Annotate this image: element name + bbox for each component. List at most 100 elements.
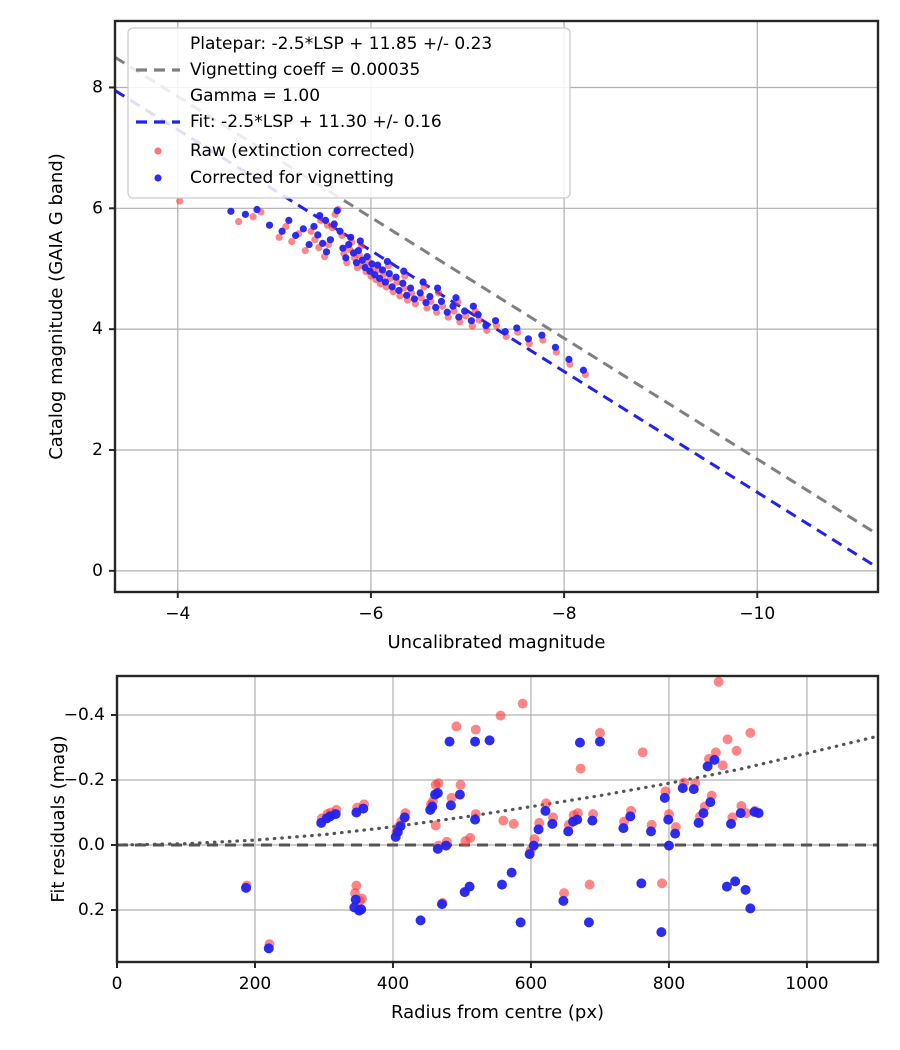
data-point: [731, 745, 742, 756]
data-point: [482, 321, 490, 330]
data-point: [354, 247, 362, 255]
data-point: [461, 307, 469, 315]
data-point: [423, 304, 431, 312]
data-point: [467, 317, 475, 325]
data-point: [475, 316, 483, 324]
data-point: [319, 239, 327, 247]
data-point: [587, 815, 598, 826]
data-point: [753, 808, 764, 819]
data-point: [491, 317, 500, 325]
xtick-label: −6: [358, 604, 383, 624]
data-point: [579, 366, 588, 374]
data-point: [241, 210, 249, 218]
data-point: [336, 227, 344, 235]
data-point: [636, 878, 647, 889]
data-point: [528, 840, 539, 851]
data-point: [713, 676, 724, 687]
data-point: [454, 789, 465, 800]
data-point: [558, 895, 569, 906]
legend-entry[interactable]: Vignetting coeff = 0.00035: [136, 60, 420, 80]
data-point: [445, 800, 456, 811]
data-point: [559, 888, 570, 899]
data-point: [455, 313, 463, 321]
legend-label: Raw (extinction corrected): [190, 141, 415, 161]
ytick-label: 0.0: [78, 835, 105, 855]
data-point: [176, 197, 184, 205]
data-point: [441, 840, 452, 851]
data-point: [677, 783, 688, 794]
plot-line-vignetting-curve: [117, 734, 878, 847]
data-point: [282, 222, 290, 231]
ytick-label: 2: [92, 440, 103, 460]
data-point: [358, 803, 369, 814]
data-point: [339, 244, 347, 252]
xtick-label: 800: [653, 974, 685, 994]
data-point: [432, 788, 443, 798]
data-point: [301, 247, 309, 255]
legend-label: Vignetting coeff = 0.00035: [190, 60, 420, 80]
data-point: [625, 811, 636, 822]
axes-frame: [113, 19, 880, 594]
legend-label: Fit: -2.5*LSP + 11.30 +/- 0.16: [190, 112, 442, 132]
panel-content: [117, 676, 878, 954]
legend-entry[interactable]: Fit: -2.5*LSP + 11.30 +/- 0.16: [136, 112, 442, 132]
legend-entry[interactable]: Platepar: -2.5*LSP + 11.85 +/- 0.23: [190, 34, 492, 54]
data-point: [241, 882, 252, 893]
data-point: [350, 894, 361, 905]
data-point: [310, 222, 318, 231]
data-point: [299, 225, 307, 233]
legend-label: Gamma = 1.00: [190, 86, 320, 106]
data-point: [321, 216, 330, 224]
data-point: [433, 284, 442, 292]
legend-entry[interactable]: Raw (extinction corrected): [154, 141, 415, 161]
data-point: [563, 826, 574, 837]
data-point: [314, 231, 322, 239]
data-point: [705, 797, 716, 808]
data-point: [524, 849, 535, 860]
data-point: [333, 207, 341, 215]
ytick-label: −0.4: [64, 705, 105, 725]
data-point: [253, 205, 261, 214]
data-point: [235, 218, 243, 226]
data-point: [356, 904, 367, 915]
data-point: [383, 257, 391, 266]
data-point: [449, 302, 457, 310]
data-point: [432, 303, 440, 312]
legend-entry[interactable]: Corrected for vignetting: [154, 168, 394, 188]
data-point: [574, 737, 585, 748]
data-point: [451, 721, 462, 732]
data-point: [735, 808, 746, 819]
series-raw-extinction-corrected-: [241, 676, 761, 950]
data-point: [594, 736, 605, 747]
data-point: [646, 826, 657, 837]
data-point: [572, 814, 583, 825]
data-point: [399, 812, 410, 823]
data-point: [717, 760, 728, 771]
data-point: [470, 724, 481, 735]
xaxis-label: Uncalibrated magnitude: [387, 632, 605, 653]
data-point: [517, 698, 528, 709]
xtick-label: −8: [552, 604, 577, 624]
data-point: [533, 824, 544, 835]
data-point: [541, 798, 552, 809]
series-corrected-for-vignetting: [227, 205, 588, 374]
data-point: [470, 736, 481, 747]
ytick-label: 4: [92, 319, 103, 339]
data-point: [392, 273, 400, 281]
data-point: [594, 727, 605, 738]
data-point: [403, 291, 411, 299]
data-point: [399, 279, 407, 287]
data-point: [352, 259, 361, 267]
legend-dot-icon: [154, 147, 162, 155]
legend-entry[interactable]: Gamma = 1.00: [190, 86, 320, 106]
xtick-label: −4: [165, 604, 190, 624]
data-point: [249, 213, 257, 221]
yaxis-label: Catalog magnitude (GAIA G band): [46, 153, 67, 460]
data-point: [378, 266, 387, 274]
data-point: [663, 814, 674, 825]
data-point: [721, 881, 732, 892]
ytick-label: 0.2: [78, 900, 105, 920]
data-point: [443, 308, 451, 316]
